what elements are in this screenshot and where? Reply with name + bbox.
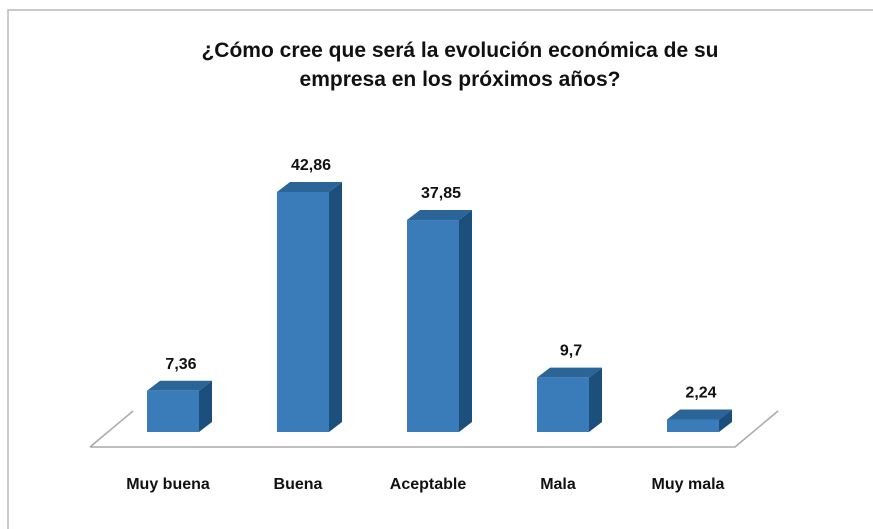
value-label: 37,85 (421, 185, 461, 202)
bar-side (589, 367, 602, 432)
bar-side (329, 181, 342, 432)
bar (667, 419, 719, 432)
x-tick-label: Muy buena (126, 476, 210, 493)
x-tick-label: Aceptable (390, 476, 467, 493)
bar (277, 191, 329, 432)
bar-side (199, 380, 212, 432)
floor (89, 410, 779, 448)
bar (407, 220, 459, 432)
bar-top (277, 181, 342, 192)
x-tick-label: Muy mala (652, 476, 725, 493)
value-label: 2,24 (685, 384, 716, 401)
value-label: 7,36 (165, 356, 196, 373)
value-label: 42,86 (291, 157, 331, 174)
chart-title: ¿Cómo cree que será la evolución económi… (201, 39, 719, 91)
value-label: 9,7 (560, 343, 582, 360)
bar (537, 377, 589, 432)
x-tick-label: Buena (274, 476, 323, 493)
bar-top (537, 367, 602, 378)
bar-side (459, 210, 472, 432)
bar-side (719, 409, 732, 432)
bar (147, 390, 199, 432)
bar-top (667, 409, 732, 420)
x-tick-label: Mala (540, 476, 576, 493)
bar-top (147, 380, 212, 391)
frame (7, 9, 873, 529)
bar-top (407, 210, 472, 221)
